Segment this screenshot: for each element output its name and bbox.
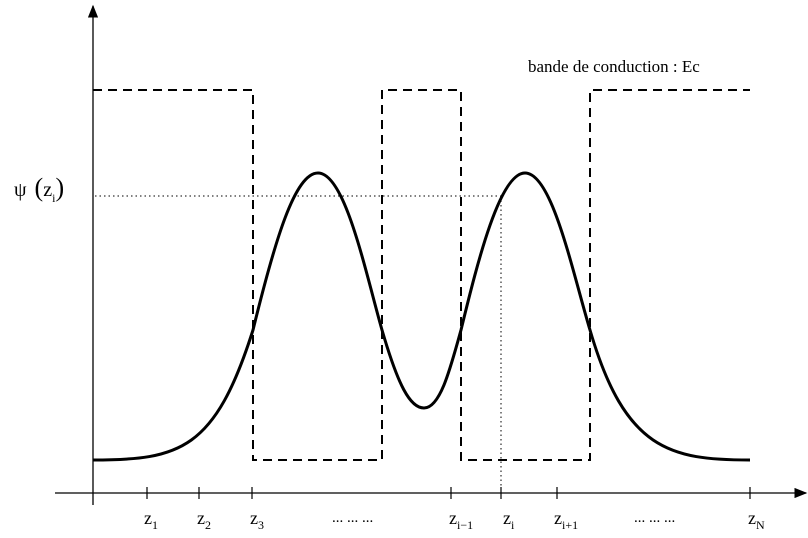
annotation: bande de conduction : Ec <box>528 57 700 76</box>
sub: 3 <box>258 518 264 532</box>
tick-label: zi <box>503 508 515 532</box>
base: z <box>197 508 205 528</box>
psi-symbol: ψ <box>14 179 27 201</box>
sub: i+1 <box>562 518 578 532</box>
tick-label: ... ... ... <box>634 510 675 526</box>
tick-labels: z1 z2 z3 ... ... ... zi−1 zi zi+1 ... ..… <box>144 508 765 532</box>
tick-label: zi+1 <box>554 508 578 532</box>
wavefunction <box>92 171 751 462</box>
paren: ) <box>55 173 64 202</box>
tick-label: ... ... ... <box>332 510 373 526</box>
base: z <box>449 508 457 528</box>
base: z <box>250 508 258 528</box>
tick-label: z3 <box>250 508 264 532</box>
sub: 1 <box>152 518 158 532</box>
psi-label: ψ (zi) <box>14 173 64 205</box>
base: z <box>144 508 152 528</box>
tick-marks <box>146 487 751 499</box>
psi-sub: i <box>52 191 56 205</box>
conduction-band <box>93 89 750 461</box>
tick-label: zi−1 <box>449 508 473 532</box>
sub: 2 <box>205 518 211 532</box>
base: z <box>748 508 756 528</box>
base: z <box>503 508 511 528</box>
sub: i−1 <box>457 518 473 532</box>
tick-label: z2 <box>197 508 211 532</box>
paren: ( <box>35 173 44 202</box>
psi-base: z <box>43 179 52 201</box>
base: z <box>554 508 562 528</box>
tick-label: zN <box>748 508 765 532</box>
sub: i <box>511 518 515 532</box>
sub: N <box>756 518 765 532</box>
tick-label: z1 <box>144 508 158 532</box>
